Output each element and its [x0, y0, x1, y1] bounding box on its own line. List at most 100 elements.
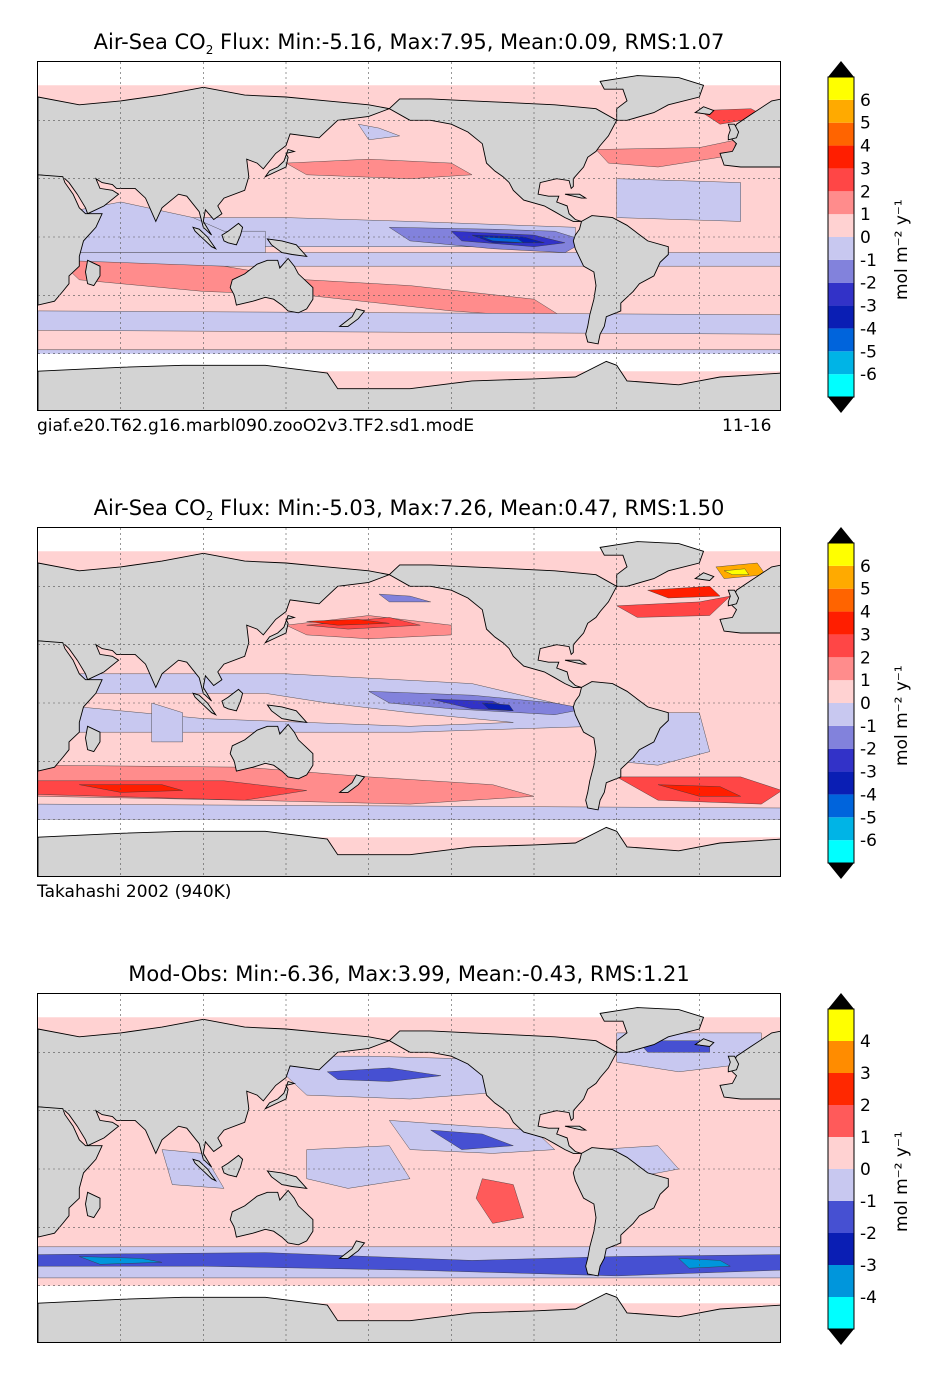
land-australia	[229, 723, 314, 780]
title-subscript: 2	[205, 509, 214, 524]
land-madagascar	[85, 725, 101, 753]
colorbar-extend-min	[828, 397, 854, 413]
colorbar-tick-label: -5	[860, 342, 877, 362]
colorbar-tick-label: 2	[860, 1096, 871, 1116]
colorbar-extend-max	[828, 527, 854, 543]
land-greenland	[599, 75, 705, 121]
colorbar-bin-9	[828, 1009, 854, 1041]
title-text: Air-Sea CO	[93, 30, 206, 54]
colorbar-bin-5	[828, 259, 854, 283]
run-name-caption: giaf.e20.T62.g16.marbl090.zooO2v3.TF2.sd…	[37, 416, 475, 436]
colorbar-tick-label: -3	[860, 297, 877, 317]
colorbar-tick-label: 4	[860, 603, 871, 623]
map-plot	[37, 61, 781, 411]
colorbar-bin-3	[828, 771, 854, 795]
land-namerica	[388, 98, 618, 222]
colorbar-frame	[827, 542, 855, 864]
land-uk	[727, 1055, 740, 1073]
land-nz	[338, 1240, 366, 1259]
colorbar-bin-7	[828, 214, 854, 237]
title-subscript: 2	[205, 43, 214, 58]
title-text: Air-Sea CO	[93, 496, 206, 520]
missing-data-1	[38, 62, 780, 86]
land-africa	[38, 1106, 103, 1238]
colorbar-tick-label: -2	[860, 740, 877, 760]
colorbar-tick-label: 3	[860, 625, 871, 645]
colorbar-unit-label: mol m⁻² y⁻¹	[892, 1131, 912, 1232]
land-africa	[38, 640, 103, 772]
colorbar-tick-label: 5	[860, 114, 871, 134]
land-antarctica	[38, 1292, 780, 1342]
land-sumatra	[192, 692, 218, 716]
land-newguinea	[266, 238, 308, 258]
land-uk	[727, 589, 740, 607]
title-stats: Flux: Min:-5.16, Max:7.95, Mean:0.09, RM…	[213, 30, 725, 54]
land-eurasia	[38, 552, 391, 702]
colorbar-tick-label: -3	[860, 763, 877, 783]
colorbar-bin-1	[828, 817, 854, 841]
contour-region-8	[285, 158, 473, 179]
contour-region-15	[482, 236, 524, 243]
land-greenland	[599, 541, 705, 587]
colorbar-bin-2	[828, 1233, 854, 1265]
land-newguinea	[266, 704, 308, 724]
contour-region-13	[378, 593, 431, 603]
land-samerica	[572, 1147, 669, 1277]
colorbar-bin-6	[828, 237, 854, 260]
colorbar-tick-label: 0	[860, 694, 871, 714]
land-namerica	[388, 564, 618, 688]
colorbar-tick-label: 3	[860, 159, 871, 179]
contour-region-14	[615, 595, 731, 618]
colorbar-bin-9	[828, 634, 854, 658]
land-eurasia	[38, 1018, 391, 1168]
contour-region-1	[79, 693, 514, 727]
colorbar-unit-label: mol m⁻² y⁻¹	[892, 199, 912, 300]
land-japan	[263, 1080, 297, 1110]
land-australia	[229, 1189, 314, 1246]
land-madagascar	[85, 259, 101, 287]
colorbar-tick-label: -1	[860, 1192, 877, 1212]
colorbar-bin-13	[828, 543, 854, 566]
colorbar: 4 3 2 1 0 -1 -2 -3 -4	[826, 993, 877, 1345]
panel-title: Air-Sea CO2 Flux: Min:-5.16, Max:7.95, M…	[36, 30, 782, 57]
land-nz	[338, 774, 366, 793]
contour-region-9	[657, 784, 741, 797]
land-eurasia	[38, 86, 391, 236]
colorbar-tick-label: -4	[860, 785, 877, 805]
colorbar-tick-label: -1	[860, 717, 877, 737]
title-text: Mod-Obs: Min:-6.36, Max:3.99, Mean:-0.43…	[128, 962, 690, 986]
map-svg	[38, 528, 780, 876]
colorbar-tick-label: -5	[860, 808, 877, 828]
colorbar-tick-label: 1	[860, 1128, 871, 1148]
colorbar-extend-max	[828, 993, 854, 1009]
colorbar-bin-11	[828, 588, 854, 612]
title-stats: Flux: Min:-5.03, Max:7.26, Mean:0.47, RM…	[213, 496, 725, 520]
land-newguinea	[266, 1170, 308, 1190]
colorbar-bin-1	[828, 351, 854, 375]
land-samerica	[572, 681, 669, 811]
colorbar-bin-0	[828, 374, 854, 397]
colorbar-tick-label: 0	[860, 228, 871, 248]
land-borneo	[221, 222, 244, 246]
colorbar-bin-7	[828, 680, 854, 703]
land-sumatra	[192, 226, 218, 250]
colorbar-bin-10	[828, 611, 854, 635]
colorbar-bin-3	[828, 1201, 854, 1233]
colorbar-tick-label: 2	[860, 648, 871, 668]
land-borneo	[221, 688, 244, 712]
contour-region-17	[723, 568, 750, 575]
colorbar-extend-max	[828, 61, 854, 77]
map-plot	[37, 993, 781, 1343]
colorbar-tick-label: -6	[860, 365, 877, 385]
missing-data-1	[38, 528, 780, 552]
land-australia	[229, 257, 314, 314]
colorbar-tick-label: -2	[860, 274, 877, 294]
colorbar-frame	[827, 1008, 855, 1330]
land-cuba	[564, 1125, 588, 1131]
colorbar-tick-label: 0	[860, 1160, 871, 1180]
contour-region-4	[481, 702, 514, 712]
colorbar-bin-0	[828, 840, 854, 863]
colorbar-bin-5	[828, 725, 854, 749]
colorbar-bin-1	[828, 1265, 854, 1297]
colorbar: 6 5 4 3 2 1 0 -1 -2 -3 -4 -5 -6	[826, 61, 877, 413]
